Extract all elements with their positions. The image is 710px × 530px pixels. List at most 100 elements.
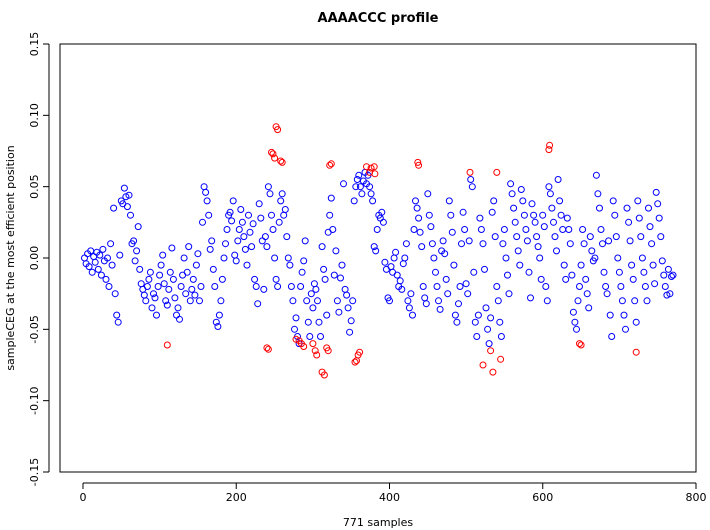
data-point-blue [430, 254, 438, 262]
data-point-blue [300, 257, 308, 265]
data-point-blue [214, 323, 222, 330]
data-point-blue [243, 261, 251, 269]
x-tick-label: 200 [226, 491, 247, 504]
data-point-blue [197, 283, 205, 290]
data-point-blue [640, 268, 648, 276]
data-point-blue [528, 200, 536, 208]
data-point-blue [563, 214, 571, 222]
data-point-blue [615, 268, 623, 276]
data-point-blue [546, 190, 554, 198]
data-point-blue [173, 311, 180, 319]
data-point-blue [286, 261, 294, 269]
data-point-blue [599, 240, 606, 248]
data-point-blue [245, 211, 252, 219]
data-point-blue [530, 211, 538, 219]
data-point-red [363, 163, 370, 171]
data-point-blue [620, 311, 628, 319]
data-point-blue [625, 218, 633, 226]
data-point-red [351, 358, 359, 366]
data-point-blue [329, 226, 337, 233]
data-point-blue [287, 283, 295, 290]
data-point-red [632, 348, 640, 356]
data-point-blue [577, 261, 585, 269]
data-point-blue [150, 290, 157, 298]
data-point-blue [218, 275, 226, 283]
data-point-blue [579, 226, 587, 233]
data-point-blue [638, 254, 646, 262]
data-point-blue [196, 297, 203, 305]
data-point-blue [648, 240, 656, 248]
data-point-blue [500, 226, 508, 233]
data-point-blue [111, 290, 119, 298]
data-point-blue [255, 200, 263, 208]
data-point-blue [168, 244, 176, 252]
data-point-blue [421, 294, 429, 302]
data-point-blue [291, 325, 298, 333]
data-point-blue [163, 301, 171, 309]
data-point-blue [410, 226, 418, 233]
data-point-blue [493, 283, 501, 290]
data-point-blue [162, 297, 170, 305]
data-point-blue [602, 283, 610, 290]
data-point-blue [465, 237, 473, 245]
data-point-blue [476, 214, 484, 222]
data-point-blue [326, 211, 334, 219]
data-point-blue [481, 265, 488, 273]
data-point-blue [553, 247, 560, 255]
data-point-blue [338, 261, 346, 269]
data-point-blue [238, 218, 246, 226]
data-point-blue [229, 197, 237, 205]
data-point-blue [606, 311, 614, 319]
data-point-blue [189, 275, 197, 283]
data-point-blue [349, 297, 357, 305]
data-point-blue [160, 280, 168, 288]
data-point-blue [442, 275, 450, 283]
data-point-blue [412, 197, 419, 205]
data-point-blue [586, 233, 594, 241]
data-point-red [414, 158, 422, 166]
data-point-blue [508, 190, 516, 198]
data-point-blue [427, 223, 435, 231]
data-point-blue [258, 237, 266, 245]
data-point-blue [491, 233, 499, 241]
data-point-blue [643, 297, 651, 305]
data-point-blue [182, 290, 190, 298]
data-point-blue [637, 233, 645, 241]
data-point-blue [525, 268, 533, 276]
data-point-blue [445, 197, 453, 205]
data-point-blue [614, 254, 622, 262]
x-tick-label: 600 [532, 491, 553, 504]
data-point-blue [277, 197, 285, 205]
data-point-red [324, 347, 332, 355]
data-point-red [576, 340, 583, 348]
data-point-blue [278, 190, 286, 198]
data-point-blue [174, 304, 182, 312]
data-point-blue [618, 297, 626, 305]
data-point-blue [134, 223, 142, 231]
data-point-blue [484, 325, 492, 333]
data-point-blue [565, 226, 573, 233]
data-point-blue [102, 275, 110, 283]
y-tick-label: 0.05 [28, 174, 41, 199]
data-point-blue [669, 271, 677, 279]
data-point-blue [471, 318, 479, 326]
data-point-blue [317, 333, 324, 340]
x-axis-label: 771 samples [343, 516, 413, 529]
data-point-blue [568, 271, 576, 279]
data-point-blue [560, 261, 568, 269]
x-tick-label: 0 [79, 491, 86, 504]
data-point-blue [479, 240, 487, 248]
y-tick-label: -0.10 [28, 386, 41, 414]
data-point-blue [562, 275, 570, 283]
data-point-blue [458, 240, 465, 248]
data-point-blue [425, 211, 433, 219]
data-point-blue [366, 183, 374, 191]
data-point-blue [347, 317, 355, 325]
data-point-blue [215, 311, 223, 319]
data-point-blue [548, 204, 556, 212]
data-point-blue [534, 243, 542, 251]
data-point-blue [626, 237, 634, 245]
data-point-blue [90, 253, 98, 261]
data-point-blue [576, 283, 583, 290]
data-point-blue [226, 208, 234, 216]
